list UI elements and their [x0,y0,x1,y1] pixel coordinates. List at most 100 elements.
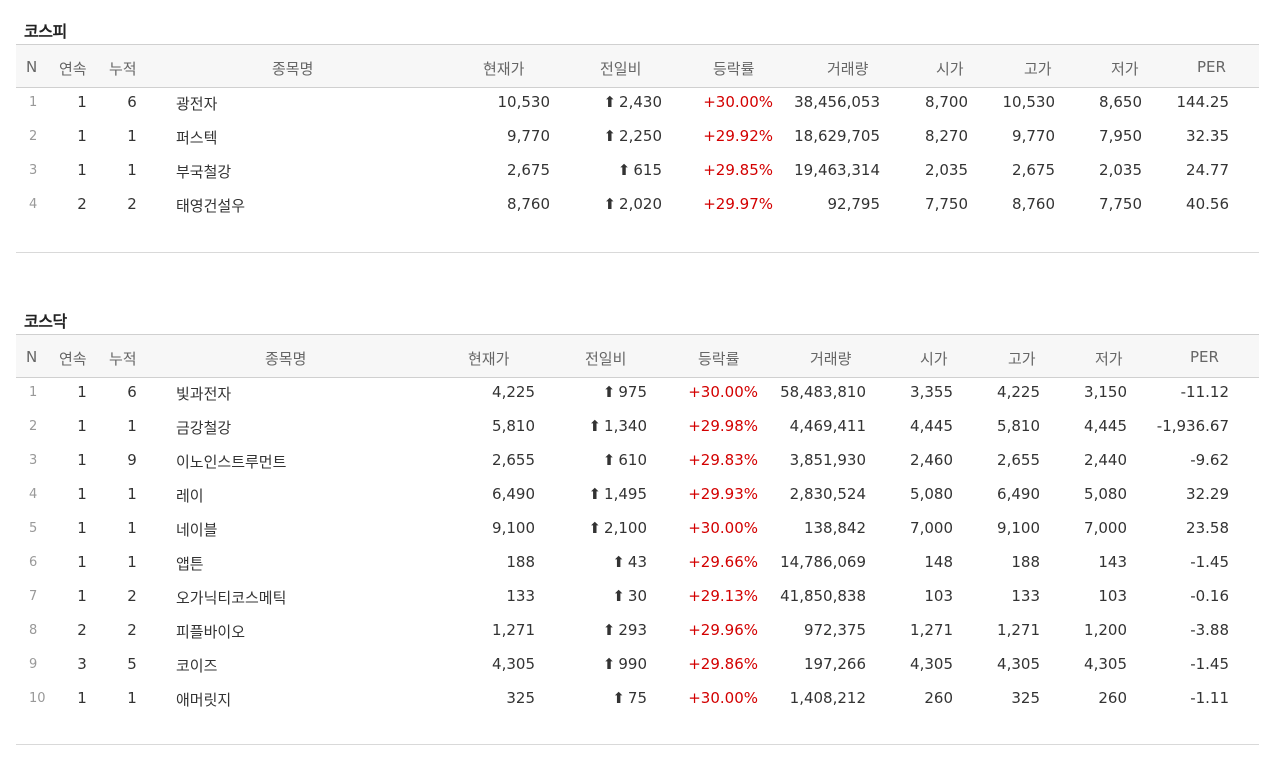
cell-consec: 1 [77,127,87,145]
cell-acc: 2 [127,621,137,639]
cell-acc: 1 [127,553,137,571]
up-arrow-icon: ⬆ [602,621,616,639]
column-header-change[interactable]: 전일비 [600,60,642,78]
cell-n: 10 [29,691,46,706]
column-header-name[interactable]: 종목명 [265,350,307,368]
cell-low: 4,445 [1084,417,1127,435]
cell-change: ⬆ 975 [540,383,647,401]
change-value: 2,020 [619,195,662,213]
cell-name[interactable]: 태영건설우 [176,197,246,215]
cell-volume: 18,629,705 [794,127,880,145]
column-header-consec[interactable]: 연속 [59,60,87,78]
table-bottom-border [16,252,1259,253]
cell-name[interactable]: 레이 [176,487,204,505]
cell-volume: 92,795 [827,195,881,213]
up-arrow-icon: ⬆ [588,519,602,537]
table-row: 6 1 1 앱튼 188 ⬆ 43 +29.66% 14,786,069 148 188 143 -1.… [0,545,1280,579]
column-header-low[interactable]: 저가 [1111,60,1139,78]
cell-n: 5 [29,521,38,536]
cell-change: ⬆ 2,250 [560,127,662,145]
cell-rate: +30.00% [688,689,758,707]
column-header-volume[interactable]: 거래량 [827,60,869,78]
cell-name[interactable]: 빛과전자 [176,385,232,403]
cell-acc: 5 [127,655,137,673]
cell-volume: 197,266 [803,655,866,673]
column-header-per[interactable]: PER [1190,348,1219,366]
change-value: 615 [633,161,662,179]
cell-per: 24.77 [1186,161,1229,179]
column-header-per[interactable]: PER [1197,58,1226,76]
cell-price: 10,530 [497,93,551,111]
cell-acc: 9 [127,451,137,469]
cell-name[interactable]: 코이즈 [176,657,218,675]
cell-acc: 1 [127,689,137,707]
cell-change: ⬆ 30 [540,587,647,605]
column-header-open[interactable]: 시가 [920,350,948,368]
cell-name[interactable]: 부국철강 [176,163,232,181]
cell-n: 1 [29,95,38,110]
cell-change: ⬆ 1,340 [540,417,647,435]
up-arrow-icon: ⬆ [612,587,625,605]
change-value: 975 [618,383,647,401]
column-header-low[interactable]: 저가 [1095,350,1123,368]
change-value: 293 [618,621,647,639]
cell-n: 1 [29,385,38,400]
cell-name[interactable]: 이노인스트루먼트 [176,453,287,471]
cell-open: 260 [924,689,953,707]
table-row: 3 1 1 부국철강 2,675 ⬆ 615 +29.85% 19,463,314 2,035 2,… [0,153,1280,187]
cell-high: 9,100 [997,519,1040,537]
column-header-change[interactable]: 전일비 [585,350,627,368]
change-value: 990 [618,655,647,673]
column-header-rate[interactable]: 등락률 [698,350,740,368]
column-header-acc[interactable]: 누적 [109,350,137,368]
column-header-consec[interactable]: 연속 [59,350,87,368]
cell-name[interactable]: 광전자 [176,95,218,113]
up-arrow-icon: ⬆ [602,383,616,401]
table-header: N 연속 누적 종목명 현재가 전일비 등락률 거래량 시가 고가 저가 PER [16,334,1259,378]
column-header-open[interactable]: 시가 [936,60,964,78]
cell-change: ⬆ 615 [560,161,662,179]
change-value: 1,495 [604,485,647,503]
cell-high: 133 [1011,587,1040,605]
cell-change: ⬆ 43 [540,553,647,571]
cell-open: 7,750 [925,195,968,213]
column-header-rate[interactable]: 등락률 [713,60,755,78]
change-value: 1,340 [604,417,647,435]
cell-name[interactable]: 네이블 [176,521,218,539]
column-header-price[interactable]: 현재가 [468,350,510,368]
cell-n: 3 [29,163,38,178]
cell-price: 9,100 [492,519,535,537]
table-row: 9 3 5 코이즈 4,305 ⬆ 990 +29.86% 197,266 4,305 4,305 4… [0,647,1280,681]
cell-high: 6,490 [997,485,1040,503]
cell-consec: 1 [77,689,87,707]
cell-per: -0.16 [1190,587,1229,605]
column-header-price[interactable]: 현재가 [483,60,525,78]
cell-name[interactable]: 금강철강 [176,419,232,437]
table-row: 8 2 2 피플바이오 1,271 ⬆ 293 +29.96% 972,375 1,271 1,27… [0,613,1280,647]
cell-name[interactable]: 오가닉티코스메틱 [176,589,287,607]
cell-acc: 1 [127,127,137,145]
column-header-high[interactable]: 고가 [1008,350,1036,368]
column-header-high[interactable]: 고가 [1024,60,1052,78]
cell-volume: 19,463,314 [794,161,880,179]
change-value: 610 [618,451,647,469]
cell-volume: 972,375 [803,621,866,639]
cell-high: 9,770 [1012,127,1055,145]
cell-name[interactable]: 피플바이오 [176,623,246,641]
cell-name[interactable]: 애머릿지 [176,691,232,709]
cell-rate: +29.92% [703,127,773,145]
cell-name[interactable]: 퍼스텍 [176,129,218,147]
table-row: 4 2 2 태영건설우 8,760 ⬆ 2,020 +29.97% 92,795 7,750 8,7… [0,187,1280,221]
column-header-volume[interactable]: 거래량 [810,350,852,368]
cell-consec: 1 [77,383,87,401]
change-value: 43 [627,553,647,571]
table-row: 5 1 1 네이블 9,100 ⬆ 2,100 +30.00% 138,842 7,000 9,10… [0,511,1280,545]
cell-price: 1,271 [492,621,535,639]
column-header-acc[interactable]: 누적 [109,60,137,78]
cell-acc: 1 [127,485,137,503]
cell-open: 2,460 [910,451,953,469]
up-arrow-icon: ⬆ [602,655,616,673]
cell-name[interactable]: 앱튼 [176,555,204,573]
column-header-name[interactable]: 종목명 [272,60,314,78]
cell-low: 4,305 [1084,655,1127,673]
